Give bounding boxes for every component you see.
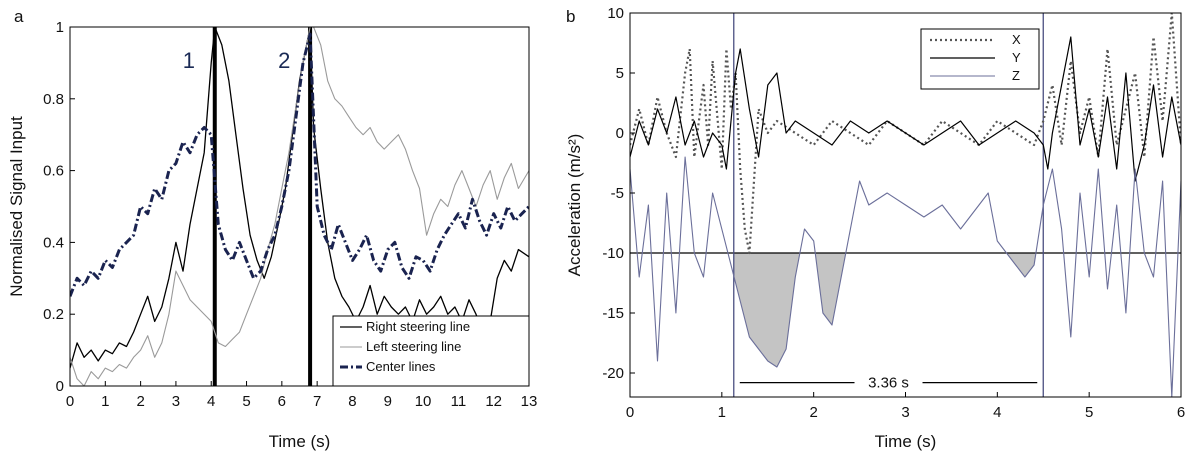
- series-line-z: [630, 156, 1181, 397]
- x-tick-label: 7: [313, 393, 321, 410]
- y-tick-label: -10: [602, 245, 624, 262]
- x-tick-label: 13: [521, 393, 538, 410]
- legend-a-label-1: Right steering line: [366, 319, 470, 334]
- x-tick-label: 1: [718, 404, 726, 421]
- series-line-center-lines: [70, 32, 529, 297]
- legend-b-label-z: Z: [1012, 68, 1020, 83]
- x-tick-label: 11: [451, 393, 467, 410]
- plot-frame-a: [69, 26, 530, 387]
- legend-b: XYZ: [920, 28, 1040, 90]
- x-tick-label: 0: [66, 393, 74, 410]
- panel-b: b 3.36 s 0 1 2 3 4 5 6 10 5 0 -5 -10 -15 -20 Time (s) Acc…: [565, 5, 1185, 451]
- series-group-b: [630, 13, 1181, 397]
- panel-b-letter: b: [566, 7, 575, 26]
- legend-b-box: [920, 28, 1040, 90]
- x-tick-label: 4: [993, 404, 1001, 421]
- y-tick-label: -20: [602, 365, 624, 382]
- series-line-x: [630, 13, 1181, 255]
- y-tick-label: 1: [56, 19, 64, 36]
- x-tick-label: 1: [101, 393, 109, 410]
- y-tick-label: 0: [56, 378, 64, 395]
- x-tick-label: 4: [207, 393, 215, 410]
- duration-label: 3.36 s: [868, 375, 909, 392]
- x-tick-label: 3: [901, 404, 909, 421]
- x-tick-label: 9: [384, 393, 392, 410]
- x-axis-title: Time (s): [269, 432, 331, 451]
- x-tick-label: 10: [415, 393, 432, 410]
- x-tick-label: 6: [1177, 404, 1185, 421]
- panel-a-letter: a: [14, 7, 24, 26]
- y-tick-label: 0.8: [43, 91, 64, 108]
- y-tick-label: 10: [607, 5, 624, 22]
- x-tick-label: 6: [278, 393, 286, 410]
- legend-a-box: [332, 315, 530, 387]
- y-tick-label: 5: [616, 65, 624, 82]
- series-group-a: [70, 27, 529, 386]
- x-tick-label: 8: [348, 393, 356, 410]
- panel-a: a1 20 1 2 3 4 5 6 7 8 9 10 11 12 1300.20.40.60.81Time …: [7, 7, 537, 451]
- legend-a-label-2: Left steering line: [366, 339, 461, 354]
- marker-label-1: 1: [183, 48, 195, 73]
- legend-b-label-y: Y: [1012, 50, 1021, 65]
- shaded-region: [733, 253, 1044, 367]
- y-tick-label: 0.4: [43, 234, 64, 251]
- y-axis-title: Normalised Signal Input: [7, 116, 26, 297]
- x-tick-label: 3: [172, 393, 180, 410]
- y-tick-label: 0.6: [43, 163, 64, 180]
- x-tick-label: 2: [136, 393, 144, 410]
- legend-a-label-3: Center lines: [366, 359, 436, 374]
- marker-label-2: 2: [278, 48, 290, 73]
- y-tick-label: 0: [616, 125, 624, 142]
- legend-a: Right steering line Left steering line Cen…: [332, 315, 530, 387]
- x-axis-title: Time (s): [875, 432, 937, 451]
- y-tick-label: 0.2: [43, 306, 64, 323]
- x-tick-label: 12: [485, 393, 502, 410]
- x-tick-label: 0: [626, 404, 634, 421]
- x-tick-label: 5: [1085, 404, 1093, 421]
- x-tick-label: 5: [242, 393, 250, 410]
- y-tick-label: -15: [602, 305, 624, 322]
- x-tick-label: 2: [809, 404, 817, 421]
- y-tick-label: -5: [611, 185, 624, 202]
- legend-b-label-x: X: [1012, 32, 1021, 47]
- series-line-y: [630, 36, 1181, 182]
- y-axis-title: Acceleration (m/s²): [565, 134, 584, 277]
